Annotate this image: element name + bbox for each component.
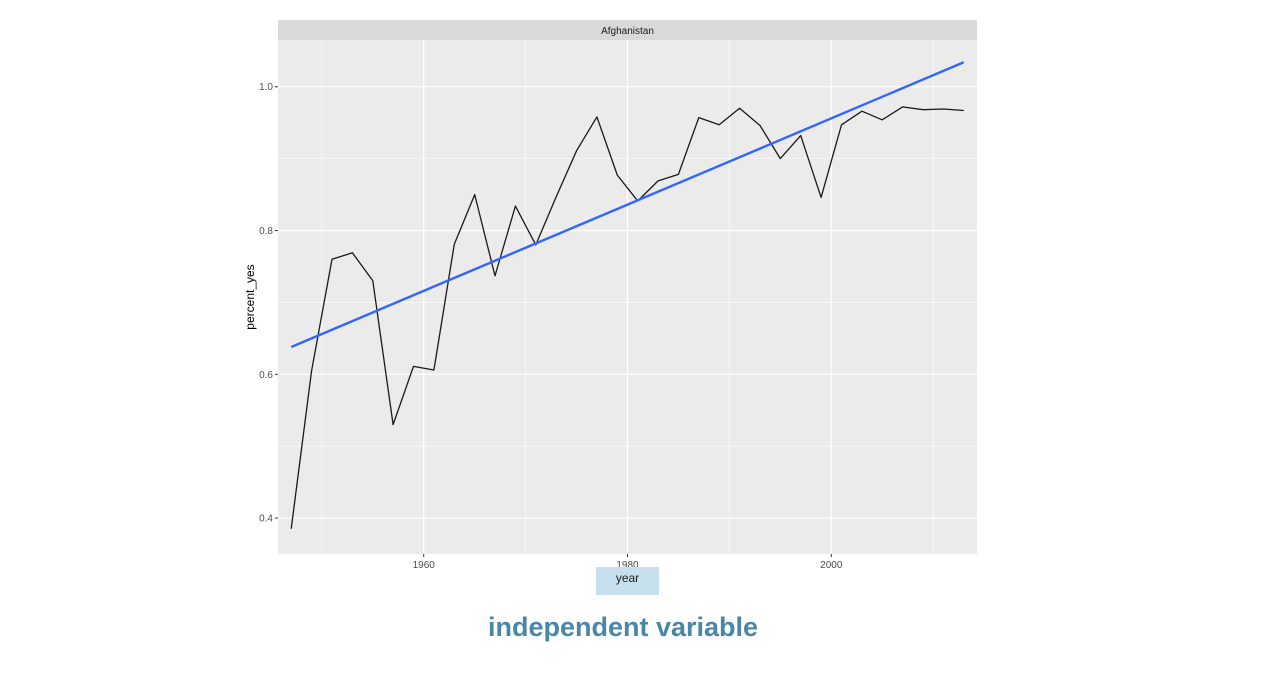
y-axis-title: percent_yes (243, 264, 257, 329)
major-gridlines (278, 40, 977, 554)
percent-yes-line (290, 106, 964, 529)
x-tick-label: 1980 (616, 560, 639, 571)
trend-line (290, 61, 965, 349)
series-group (290, 61, 965, 529)
y-tick-label: 0.6 (259, 370, 273, 381)
y-tick-label: 0.4 (259, 514, 273, 525)
x-tick-label: 2000 (820, 560, 843, 571)
y-tick-label: 1.0 (259, 82, 273, 93)
facet-label: Afghanistan (601, 26, 654, 37)
facet-strip (278, 20, 977, 40)
x-axis-title: year (615, 571, 640, 585)
x-axis: 1960 1980 2000 (413, 554, 843, 571)
y-axis: 0.4 0.6 0.8 1.0 (259, 82, 278, 525)
x-axis-title-highlight (596, 567, 659, 595)
x-tick-label: 1960 (413, 560, 436, 571)
caption: independent variable (487, 612, 759, 642)
y-tick-label: 0.8 (259, 226, 273, 237)
